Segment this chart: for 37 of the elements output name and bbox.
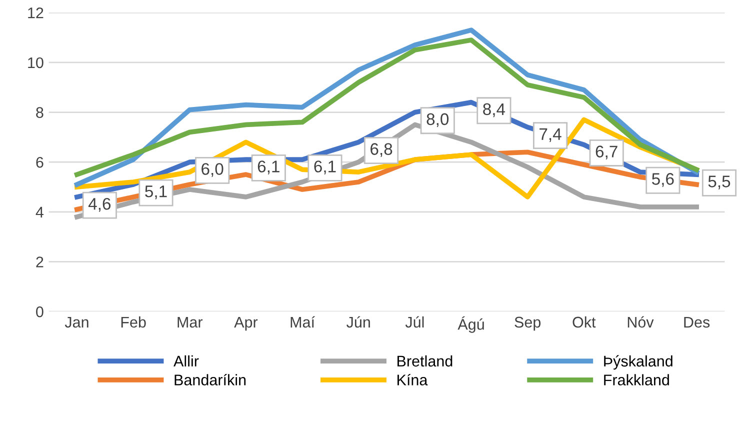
legend-label: Kína [398, 374, 428, 386]
data-label: 6,8 [370, 143, 392, 157]
x-tick-label: Jún [346, 316, 370, 328]
y-tick-label: 12 [28, 8, 44, 18]
y-tick-label: 0 [36, 306, 44, 318]
x-tick-label: Apr [234, 316, 258, 331]
data-label: 7,4 [540, 128, 562, 142]
legend-label: Þýskaland [604, 355, 672, 370]
data-label: 8,4 [483, 103, 506, 118]
y-tick-label: 10 [28, 57, 44, 68]
x-tick-label: Júl [405, 316, 424, 328]
x-tick-label: Nóv [628, 316, 654, 328]
data-label: 8,0 [426, 113, 449, 128]
y-tick-label: 2 [36, 256, 44, 268]
legend-label: Bandaríkin [174, 374, 246, 386]
x-tick-label: Jan [64, 316, 88, 328]
data-label: 6,1 [314, 160, 336, 174]
y-tick-label: 4 [36, 206, 44, 218]
data-label: 5,1 [145, 186, 167, 200]
legend-label: Allir [174, 355, 199, 366]
x-tick-label: Feb [121, 316, 146, 328]
x-tick-label: Des [684, 316, 710, 328]
legend-label: Frakkland [604, 374, 669, 386]
data-label: 6,1 [258, 160, 280, 174]
x-tick-label: Maí [290, 316, 315, 328]
data-label: 4,6 [88, 198, 111, 212]
data-label: 5,5 [708, 176, 730, 190]
x-tick-label: Ágú [458, 316, 484, 333]
y-tick-label: 8 [36, 107, 44, 118]
x-tick-label: Okt [572, 316, 596, 328]
legend-label: Bretland [398, 355, 452, 367]
data-label: 6,0 [202, 163, 224, 177]
x-tick-label: Mar [178, 316, 203, 328]
data-label: 6,7 [596, 146, 618, 160]
data-label: 5,6 [652, 173, 674, 187]
y-tick-label: 6 [36, 156, 44, 168]
x-tick-label: Sep [514, 316, 541, 331]
